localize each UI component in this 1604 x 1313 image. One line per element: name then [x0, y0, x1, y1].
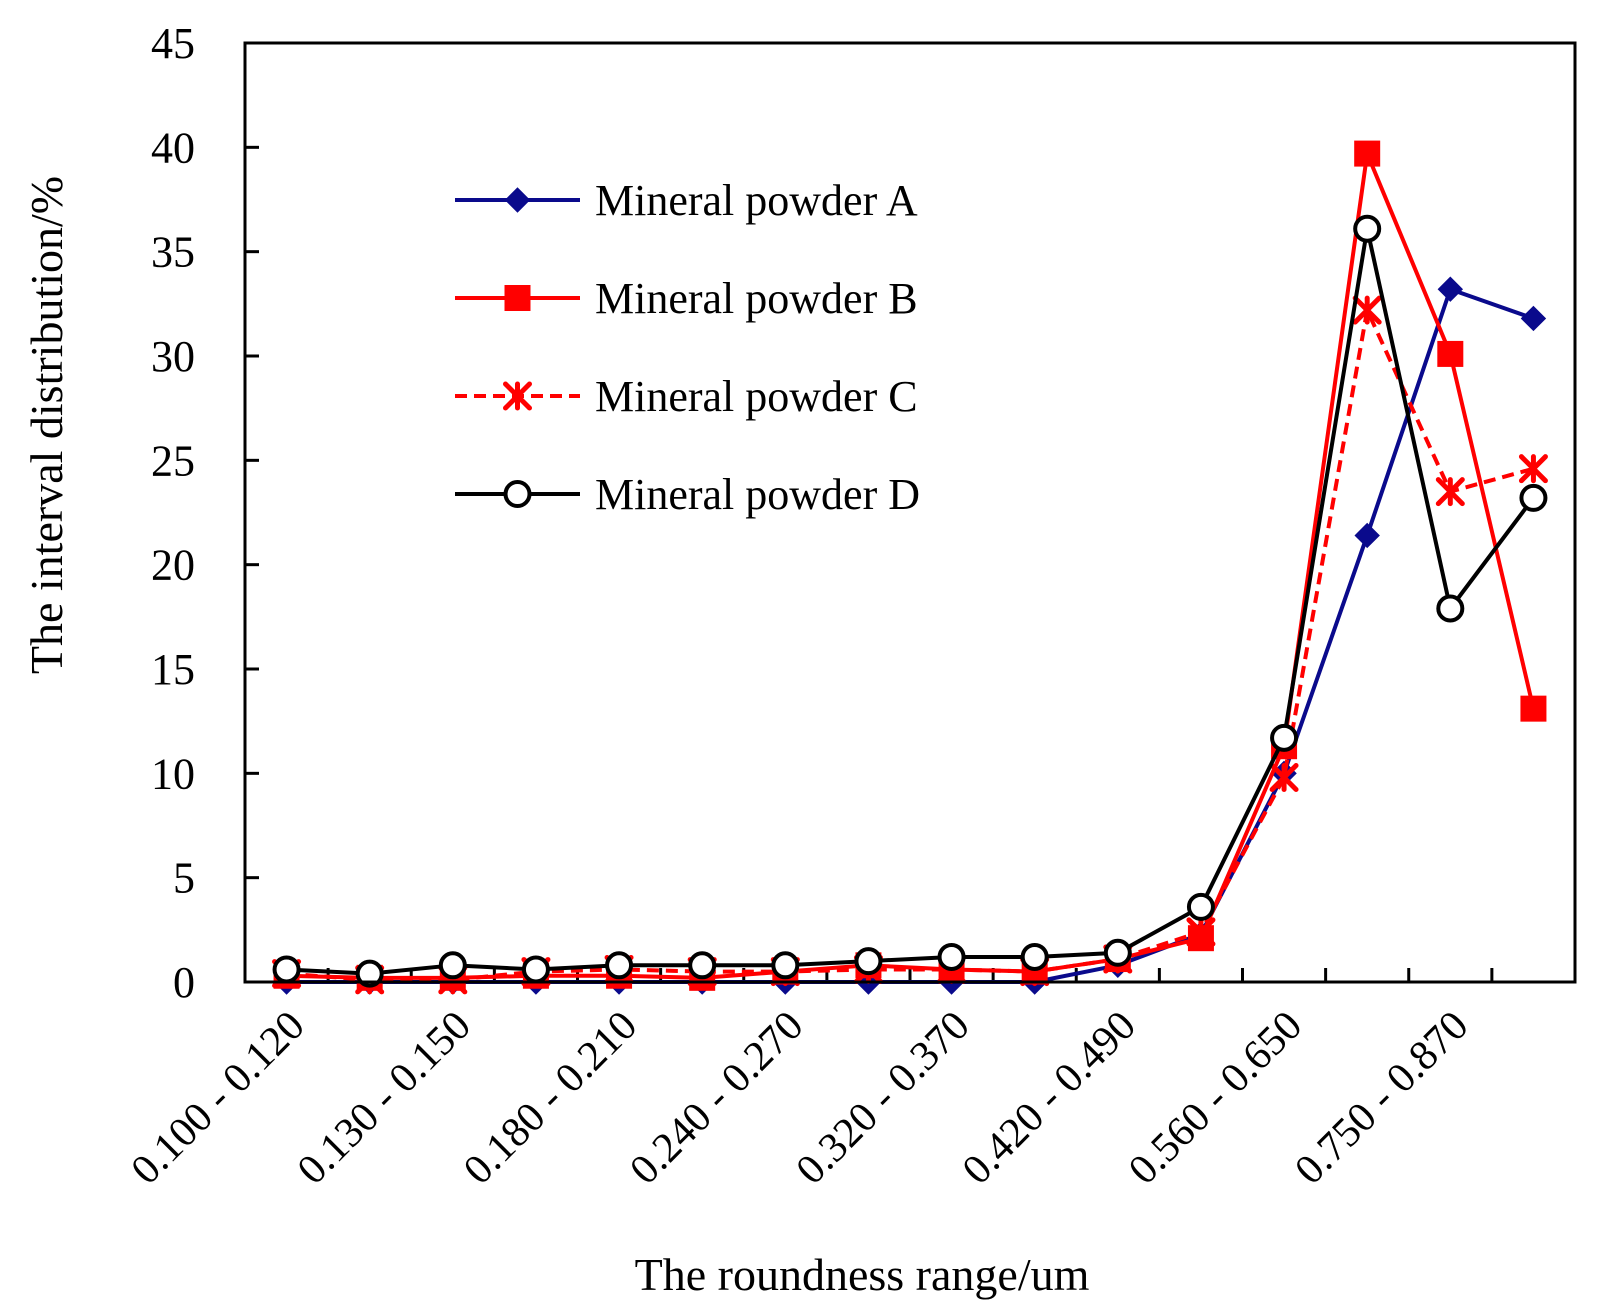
data-point — [605, 951, 634, 980]
legend-label: Mineral powder D — [595, 470, 920, 519]
legend-marker — [503, 381, 532, 411]
data-point — [688, 951, 717, 980]
data-point — [1518, 454, 1548, 484]
plot-area-frame — [243, 41, 1577, 984]
data-point — [438, 951, 467, 980]
data-point — [1354, 522, 1380, 549]
legend-marker — [504, 187, 531, 213]
legend: Mineral powder A Mineral powder B Mineral … — [455, 176, 920, 519]
data-point — [1270, 723, 1299, 752]
legend-entry: Mineral powder D — [455, 470, 920, 519]
y-tick-label: 15 — [151, 645, 195, 694]
y-tick-label: 30 — [151, 332, 195, 381]
data-point — [355, 959, 384, 988]
data-point — [1520, 695, 1547, 722]
data-point — [854, 947, 883, 976]
y-tick-label: 10 — [151, 749, 195, 798]
x-axis-title: The roundness range/um — [635, 1249, 1090, 1300]
data-point — [272, 955, 301, 984]
data-point — [1437, 276, 1464, 302]
data-point — [771, 951, 800, 980]
series-mineral-powder-d — [272, 214, 1548, 988]
series-line — [286, 308, 1534, 982]
data-point — [1186, 917, 1216, 947]
legend-label: Mineral powder C — [595, 372, 918, 421]
series-line — [286, 151, 1536, 980]
y-tick-label: 40 — [151, 123, 195, 172]
data-point — [1436, 594, 1465, 623]
series-layer — [272, 140, 1548, 995]
data-point — [1186, 892, 1215, 921]
legend-entry: Mineral powder C — [455, 372, 918, 421]
y-tick-label: 0 — [173, 958, 195, 1007]
data-point — [1519, 483, 1548, 512]
legend-entry: Mineral powder B — [455, 274, 918, 323]
data-point — [1103, 938, 1132, 967]
y-axis-ticks: 0 5 10 15 20 25 30 35 40 45 — [151, 19, 259, 1007]
legend-label: Mineral powder A — [595, 176, 918, 225]
data-point — [1352, 295, 1382, 325]
data-point — [1020, 942, 1049, 971]
data-point — [1353, 214, 1382, 243]
legend-label: Mineral powder B — [595, 274, 918, 323]
data-point — [521, 955, 550, 984]
y-tick-label: 25 — [151, 436, 195, 485]
y-tick-label: 5 — [173, 854, 195, 903]
data-point — [1435, 477, 1465, 507]
data-point — [1269, 763, 1299, 793]
legend-entry: Mineral powder A — [455, 176, 918, 225]
data-point — [937, 942, 966, 971]
y-tick-label: 35 — [151, 228, 195, 277]
series-line — [286, 226, 1536, 976]
y-tick-label: 45 — [151, 19, 195, 68]
legend-marker — [504, 285, 531, 311]
data-point — [1354, 140, 1381, 167]
y-tick-label: 20 — [151, 541, 195, 590]
y-axis-title: The interval distribution/% — [21, 176, 72, 674]
data-point — [1437, 340, 1464, 367]
data-point — [1520, 305, 1547, 332]
legend-marker — [503, 480, 532, 508]
